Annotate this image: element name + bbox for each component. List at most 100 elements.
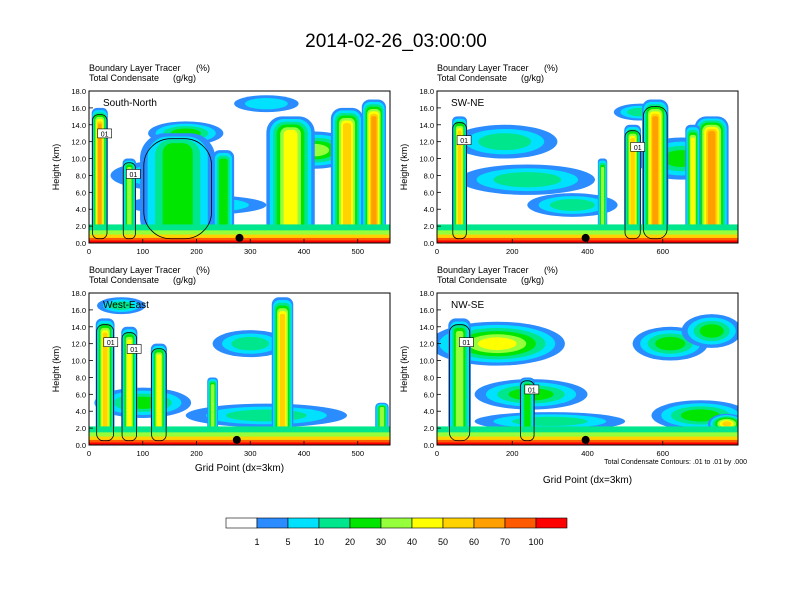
x-tick-label: 600 <box>656 247 669 256</box>
panel-header-line1: Boundary Layer Tracer <box>89 265 181 275</box>
x-tick-label: 100 <box>136 449 149 458</box>
cloud-layer <box>722 421 732 427</box>
plume-layer <box>283 129 298 243</box>
cloud-layer <box>655 336 686 351</box>
plume-layer <box>279 313 286 445</box>
x-tick-label: 0 <box>435 449 439 458</box>
cloud-layer <box>231 336 270 351</box>
y-tick-label: 18.0 <box>419 87 434 96</box>
condensate-contour <box>122 162 136 240</box>
condensate-contour <box>449 324 471 442</box>
contour-label: 01 <box>634 145 642 152</box>
plume-layer <box>455 331 464 445</box>
cloud-layer <box>109 301 134 310</box>
panel-name: South-North <box>103 98 157 109</box>
x-axis-label: Grid Point (dx=3km) <box>543 475 632 486</box>
panel-name: West-East <box>103 300 149 311</box>
plume-layer <box>690 137 695 243</box>
panel-name: SW-NE <box>451 98 484 109</box>
cloud-layer <box>699 324 724 338</box>
x-tick-label: 0 <box>87 247 91 256</box>
colorbar-cell <box>349 517 382 529</box>
contour-label-box <box>103 337 119 347</box>
plume-layer <box>102 332 108 445</box>
plot-frame <box>88 292 391 446</box>
y-tick-label: 6.0 <box>424 390 434 399</box>
y-tick-label: 8.0 <box>76 373 86 382</box>
y-tick-label: 4.0 <box>76 407 86 416</box>
y-tick-label: 2.0 <box>76 222 86 231</box>
x-tick-label: 500 <box>351 247 364 256</box>
panel-header-line2: Total Condensate <box>89 275 159 285</box>
cloud-layer <box>244 98 288 110</box>
location-marker <box>235 233 244 242</box>
condensate-contour <box>143 138 212 240</box>
colorbar-cell <box>535 517 568 529</box>
y-tick-label: 14.0 <box>71 121 86 130</box>
y-tick-label: 16.0 <box>419 104 434 113</box>
plume-layer <box>127 167 132 243</box>
y-tick-label: 10.0 <box>419 155 434 164</box>
y-tick-label: 12.0 <box>71 138 86 147</box>
panel-header-line1: Boundary Layer Tracer <box>437 265 529 275</box>
colorbar-label: 70 <box>500 537 510 547</box>
panel-header-line1: Boundary Layer Tracer <box>437 63 529 73</box>
condensate-contour <box>624 130 641 240</box>
panel-header-unit2: (g/kg) <box>521 73 544 83</box>
y-tick-label: 0.0 <box>424 441 434 450</box>
colorbar-label: 10 <box>314 537 324 547</box>
plume-layer <box>97 123 102 243</box>
contour-label-box <box>630 142 646 152</box>
panel-header-unit2: (g/kg) <box>521 275 544 285</box>
x-tick-label: 200 <box>190 247 203 256</box>
y-tick-label: 14.0 <box>419 323 434 332</box>
plume-layer <box>457 130 462 243</box>
contour-label-box <box>97 128 112 139</box>
x-tick-label: 400 <box>581 247 594 256</box>
x-tick-label: 200 <box>190 449 203 458</box>
y-tick-label: 18.0 <box>71 87 86 96</box>
colorbar-cell <box>256 517 289 529</box>
plume-layer <box>630 138 635 243</box>
x-tick-label: 500 <box>351 449 364 458</box>
x-tick-label: 400 <box>298 449 311 458</box>
tracer-field: 01 01 <box>89 293 390 445</box>
plume-layer <box>600 167 605 243</box>
y-tick-label: 4.0 <box>424 205 434 214</box>
location-marker <box>581 435 590 444</box>
colorbar-label: 100 <box>528 537 543 547</box>
y-tick-label: 18.0 <box>71 289 86 298</box>
plume-layer <box>652 116 659 243</box>
y-tick-label: 0.0 <box>76 441 86 450</box>
colorbar-cell <box>380 517 413 529</box>
contour-label-box <box>126 169 141 179</box>
panels-layer: 01010.02.04.06.08.010.012.014.016.018.00… <box>51 63 739 486</box>
y-tick-label: 10.0 <box>71 357 86 366</box>
x-axis-label: Grid Point (dx=3km) <box>195 463 284 474</box>
y-tick-label: 6.0 <box>424 188 434 197</box>
plume-layer <box>707 131 716 243</box>
panel-header-unit1: (%) <box>544 63 558 73</box>
cloud-layer <box>549 199 596 211</box>
contour-label: 01 <box>462 340 470 347</box>
x-tick-label: 200 <box>506 247 519 256</box>
panel-sw-ne: 01010.02.04.06.08.010.012.014.016.018.00… <box>399 63 739 256</box>
condensate-contour <box>151 348 167 442</box>
colorbar-cell <box>318 517 351 529</box>
panel-header-line2: Total Condensate <box>437 73 507 83</box>
panel-header-line2: Total Condensate <box>437 275 507 285</box>
y-tick-label: 2.0 <box>424 222 434 231</box>
contour-label-box <box>459 337 474 347</box>
x-tick-label: 400 <box>581 449 594 458</box>
contour-label-box <box>456 135 472 145</box>
panel-name: NW-SE <box>451 300 484 311</box>
colorbar-label: 30 <box>376 537 386 547</box>
plume-layer <box>127 339 132 445</box>
x-tick-label: 300 <box>244 449 257 458</box>
x-tick-label: 400 <box>298 247 311 256</box>
contour-label-box <box>126 344 142 354</box>
y-tick-label: 18.0 <box>419 289 434 298</box>
colorbar-cell <box>287 517 320 529</box>
y-tick-label: 4.0 <box>424 407 434 416</box>
contour-note: Total Condensate Contours: .01 to .01 by… <box>604 459 747 466</box>
